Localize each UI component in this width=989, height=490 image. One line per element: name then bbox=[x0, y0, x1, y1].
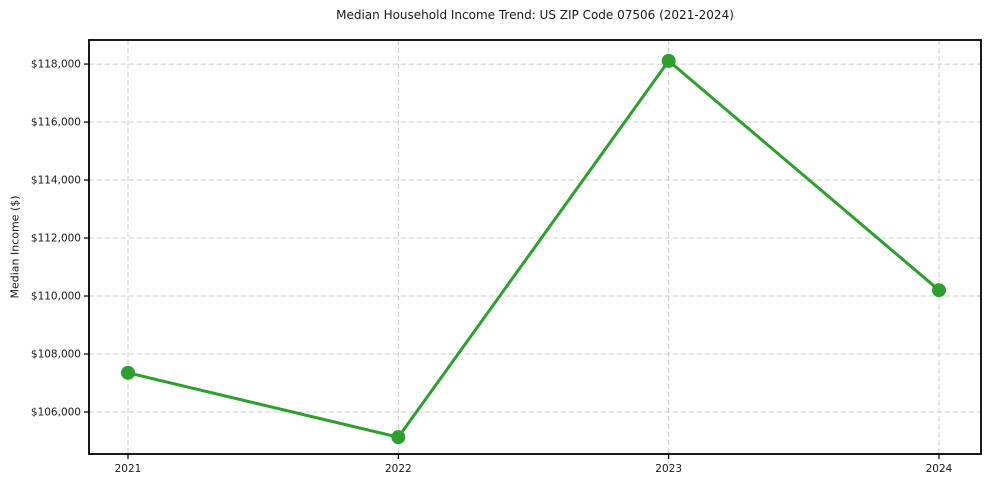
y-tick-label: $118,000 bbox=[31, 59, 81, 71]
y-tick-label: $116,000 bbox=[31, 117, 81, 129]
data-point-marker bbox=[932, 283, 946, 298]
y-tick-label: $114,000 bbox=[31, 175, 81, 187]
data-point-marker bbox=[391, 430, 406, 445]
chart-title: Median Household Income Trend: US ZIP Co… bbox=[336, 8, 734, 22]
y-tick-label: $108,000 bbox=[31, 348, 81, 360]
y-tick-label: $112,000 bbox=[31, 233, 81, 245]
x-tick-label: 2024 bbox=[926, 463, 953, 475]
x-tick-label: 2023 bbox=[655, 463, 682, 475]
trend-line bbox=[126, 59, 941, 439]
x-tick-label: 2021 bbox=[115, 463, 142, 475]
y-tick-label: $106,000 bbox=[31, 406, 81, 418]
y-tick-label: $110,000 bbox=[31, 290, 81, 302]
data-point-marker bbox=[121, 365, 135, 380]
plot-frame bbox=[88, 39, 982, 455]
x-tick-label: 2022 bbox=[385, 463, 412, 475]
data-point-marker bbox=[661, 53, 676, 68]
